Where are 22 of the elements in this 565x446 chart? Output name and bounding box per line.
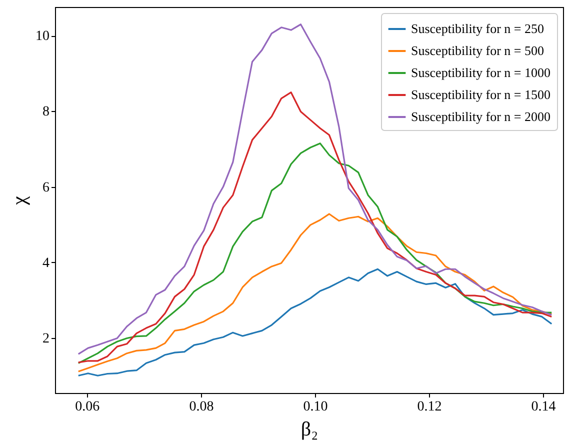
line-series: [78, 24, 552, 355]
x-tick-label: 0.06: [75, 400, 100, 414]
line-series: [78, 92, 552, 364]
x-tick-label: 0.14: [531, 400, 556, 414]
y-tick-label: 10: [36, 29, 50, 44]
legend-label: Susceptibility for n = 500: [411, 43, 544, 58]
line-series: [78, 142, 552, 364]
x-tick-label: 0.10: [303, 400, 328, 414]
x-axis-title: β₂: [300, 418, 318, 440]
line-series: [78, 268, 552, 376]
line-series: [78, 213, 552, 372]
y-tick-label: 2: [42, 331, 50, 346]
y-axis-title: χ: [8, 196, 30, 206]
x-tick-label: 0.12: [417, 400, 442, 414]
y-tick-label: 8: [42, 104, 50, 120]
y-tick-label: 4: [42, 256, 50, 271]
legend-label: Susceptibility for n = 1500: [411, 87, 550, 102]
legend-label: Susceptibility for n = 2000: [411, 109, 550, 124]
y-tick-label: 6: [42, 180, 50, 196]
x-tick-label: 0.08: [189, 400, 214, 414]
legend-label: Susceptibility for n = 1000: [411, 65, 550, 80]
legend-label: Susceptibility for n = 250: [411, 21, 544, 36]
